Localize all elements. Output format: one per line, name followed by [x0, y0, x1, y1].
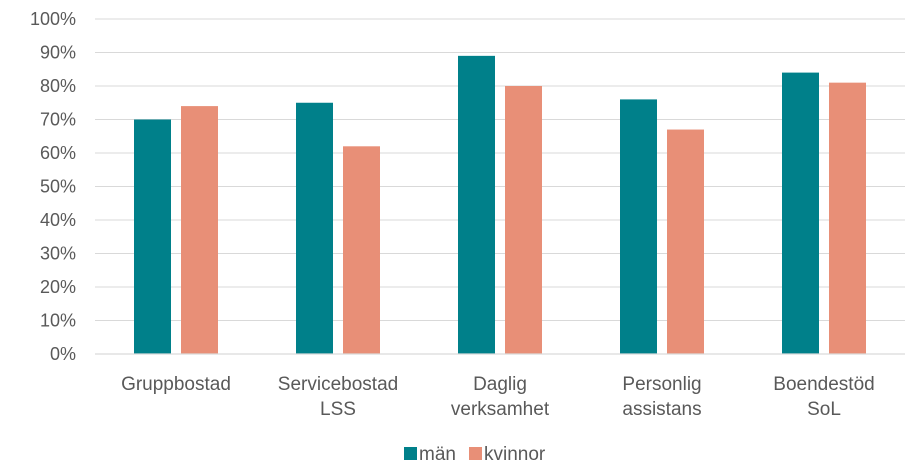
legend-label: män	[419, 444, 456, 465]
bar-män	[620, 99, 657, 355]
bar-män	[134, 119, 171, 354]
bar-kvinnor	[829, 82, 866, 355]
x-category-label: Servicebostad LSS	[278, 374, 398, 420]
bars	[134, 55, 866, 355]
y-tick-label: 10%	[40, 311, 76, 331]
gridlines	[95, 18, 905, 321]
y-tick-label: 60%	[40, 143, 76, 163]
y-tick-label: 100%	[30, 9, 76, 29]
x-category-label: Personlig assistans	[622, 374, 701, 420]
y-tick-label: 0%	[50, 344, 76, 364]
y-tick-label: 50%	[40, 177, 76, 197]
y-axis-ticks: 0% 10% 20% 30% 40% 50% 60% 70% 80% 90% 100%	[30, 9, 76, 364]
bar-kvinnor	[343, 146, 380, 354]
bar-kvinnor	[181, 106, 218, 354]
bar-kvinnor	[505, 86, 542, 354]
x-category-label: Daglig verksamhet	[451, 374, 550, 420]
y-tick-label: 20%	[40, 277, 76, 297]
legend-label: kvinnor	[484, 444, 546, 465]
legend-swatch-kvinnor	[469, 447, 482, 460]
bar-män	[296, 102, 333, 354]
bar-män	[782, 72, 819, 354]
legend-swatch-män	[404, 447, 417, 460]
y-tick-label: 70%	[40, 110, 76, 130]
x-category-label: Boendestöd SoL	[773, 374, 874, 420]
legend: män kvinnor	[404, 444, 546, 465]
category-labels: Gruppbostad Servicebostad LSS Daglig verksam…	[121, 374, 875, 420]
y-tick-label: 40%	[40, 210, 76, 230]
y-tick-label: 30%	[40, 244, 76, 264]
bar-kvinnor	[667, 129, 704, 354]
bar-män	[458, 55, 495, 354]
x-category-label: Gruppbostad	[121, 374, 231, 395]
y-tick-label: 90%	[40, 43, 76, 63]
y-tick-label: 80%	[40, 76, 76, 96]
